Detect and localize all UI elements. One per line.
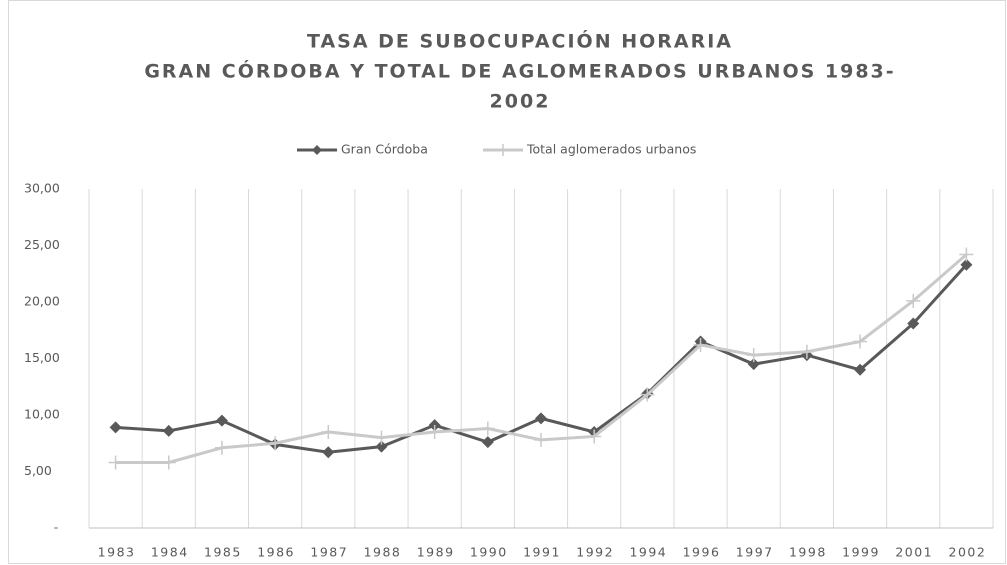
y-tick-label: - [54,520,59,535]
marker [214,440,229,455]
marker [640,387,655,402]
marker [906,293,921,308]
marker [268,436,283,451]
marker [322,446,335,459]
marker [960,258,973,271]
chart-title: TASA DE SUBOCUPACIÓN HORARIA [307,29,733,53]
y-tick-label: 30,00 [24,181,60,196]
marker [853,334,868,349]
y-tick-label: 10,00 [24,407,60,422]
marker [587,429,602,444]
x-tick-label: 2001 [895,545,933,560]
marker [959,247,974,262]
x-tick-label: 1996 [683,545,721,560]
chart-frame [8,0,1006,564]
x-tick-label: 1990 [470,545,508,560]
chart-title: 2002 [490,91,551,113]
x-tick-label: 1986 [257,545,295,560]
marker [375,440,388,453]
x-tick-label: 1994 [629,545,667,560]
x-tick-label: 1998 [789,545,827,560]
legend-marker [497,144,509,156]
marker [746,348,761,363]
marker [321,424,336,439]
marker [799,344,814,359]
marker [693,337,708,352]
marker [215,414,228,427]
x-tick-label: 1992 [576,545,614,560]
x-tick-label: 1984 [151,545,189,560]
y-tick-label: 15,00 [24,350,60,365]
marker [854,363,867,376]
marker [535,412,547,425]
y-tick-label: 20,00 [24,294,60,309]
legend-label: Gran Córdoba [341,142,428,157]
x-tick-label: 1991 [523,545,561,560]
marker [374,430,389,445]
marker [108,455,123,470]
legend-marker [312,145,322,155]
marker [534,432,548,447]
x-tick-label: 1989 [417,545,455,560]
y-tick-label: 5,00 [24,463,52,478]
x-tick-label: 2002 [949,545,987,560]
x-tick-label: 1988 [364,545,402,560]
x-tick-label: 1999 [842,545,880,560]
x-tick-label: 1997 [736,545,774,560]
marker [427,424,442,439]
marker [109,421,122,434]
marker [481,436,494,449]
x-tick-label: 1985 [204,545,242,560]
x-tick-label: 1987 [310,545,348,560]
marker [747,358,760,371]
chart-title: GRAN CÓRDOBA Y TOTAL DE AGLOMERADOS URBA… [144,59,895,83]
legend-label: Total aglomerados urbanos [526,142,696,157]
y-tick-label: 25,00 [24,237,60,252]
marker [162,424,175,437]
marker [161,455,176,470]
marker [480,421,495,436]
marker [907,317,920,330]
x-tick-label: 1983 [98,545,136,560]
